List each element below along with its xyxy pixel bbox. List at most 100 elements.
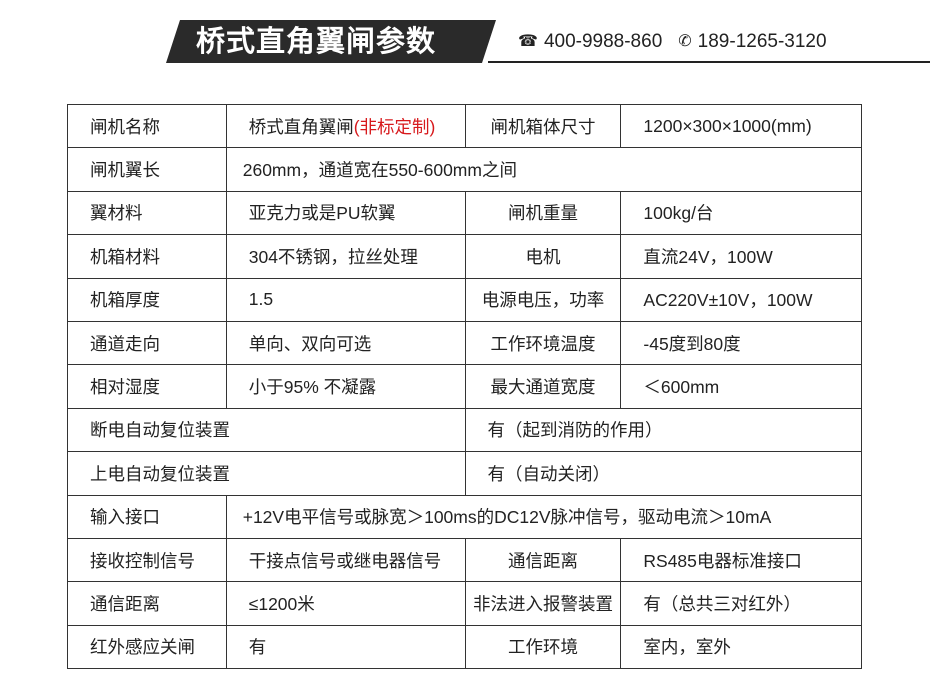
spec-value: ≤1200米 <box>225 581 466 626</box>
spec-label: 工作环境 <box>464 624 622 670</box>
spec-label: 输入接口 <box>67 494 227 539</box>
spec-value: 室内，室外 <box>620 624 862 670</box>
phone-hotline: 400-9988-860 <box>543 31 663 52</box>
spec-value-text: 有（起到消防的作用） <box>487 420 663 441</box>
spec-label: 相对湿度 <box>67 364 227 409</box>
spec-row: 通信距离 ≤1200米 非法进入报警装置 有（总共三对红外） <box>67 581 862 626</box>
spec-value: 有（自动关闭） <box>464 451 863 496</box>
spec-value: 亚克力或是PU软翼 <box>225 190 466 236</box>
spec-value-text: 有 <box>248 637 267 658</box>
contact-info: ☎ 400-9988-860 ✆ 189-1265-3120 <box>518 30 827 54</box>
spec-label-text: 接收控制信号 <box>90 550 195 571</box>
spec-row: 机箱厚度 1.5 电源电压，功率 AC220V±10V，100W <box>67 277 862 322</box>
spec-label-text: 电源电压，功率 <box>481 290 605 311</box>
spec-value: RS485电器标准接口 <box>620 537 862 583</box>
spec-label-text: 闸机重量 <box>507 203 578 224</box>
spec-value-text: 有（总共三对红外） <box>643 593 801 614</box>
spec-label: 通信距离 <box>67 581 227 626</box>
phone-mobile: 189-1265-3120 <box>697 31 827 52</box>
spec-row: 红外感应关闸 有 工作环境 室内，室外 <box>67 624 862 670</box>
custom-note: (非标定制) <box>353 116 436 137</box>
spec-value-text: +12V电平信号或脉宽＞100ms的DC12V脉冲信号，驱动电流＞10mA <box>242 507 772 528</box>
spec-value: 有（总共三对红外） <box>620 581 862 626</box>
spec-value-text: 桥式直角翼闸 <box>248 116 354 137</box>
spec-value: 304不锈钢，拉丝处理 <box>225 234 466 279</box>
spec-value: ＜600mm <box>620 364 862 409</box>
spec-value: 小于95% 不凝露 <box>225 364 466 409</box>
spec-value-text: ≤1200米 <box>248 593 315 614</box>
spec-value-text: 304不锈钢，拉丝处理 <box>248 246 418 267</box>
spec-label-text: 闸机箱体尺寸 <box>490 116 596 137</box>
spec-label-text: 断电自动复位装置 <box>90 420 230 441</box>
spec-value: +12V电平信号或脉宽＞100ms的DC12V脉冲信号，驱动电流＞10mA <box>225 494 863 539</box>
spec-table: 闸机名称 桥式直角翼闸(非标定制) 闸机箱体尺寸 1200×300×1000(mm) 闸… <box>67 103 863 670</box>
spec-label: 闸机名称 <box>67 103 227 149</box>
spec-label: 电源电压，功率 <box>464 277 622 322</box>
spec-value-text: 直流24V，100W <box>643 246 773 267</box>
spec-label-text: 机箱材料 <box>90 246 160 267</box>
telephone-icon: ☎ <box>518 33 538 50</box>
spec-value-text: -45度到80度 <box>643 333 741 354</box>
spec-label-text: 红外感应关闸 <box>90 637 195 658</box>
spec-label-text: 翼材料 <box>90 203 143 224</box>
spec-label: 接收控制信号 <box>67 537 227 583</box>
spec-value-text: 室内，室外 <box>643 637 731 658</box>
spec-value: 100kg/台 <box>620 190 862 236</box>
spec-label-text: 通信距离 <box>507 550 578 571</box>
spec-row: 输入接口 +12V电平信号或脉宽＞100ms的DC12V脉冲信号，驱动电流＞10m… <box>67 494 863 539</box>
spec-value-text: 干接点信号或继电器信号 <box>248 550 442 571</box>
spec-label-text: 上电自动复位装置 <box>90 463 230 484</box>
spec-label-text: 工作环境温度 <box>490 333 596 354</box>
spec-label: 通信距离 <box>464 537 622 583</box>
spec-row: 断电自动复位装置 有（起到消防的作用） <box>67 407 863 453</box>
spec-value-text: 小于95% 不凝露 <box>248 377 377 398</box>
spec-row: 闸机翼长 260mm，通道宽在550-600mm之间 <box>67 147 863 192</box>
spec-value: 1200×300×1000(mm) <box>620 103 862 149</box>
spec-label-text: 通信距离 <box>90 593 160 614</box>
spec-row: 相对湿度 小于95% 不凝露 最大通道宽度 ＜600mm <box>67 364 862 409</box>
spec-value-text: AC220V±10V，100W <box>643 290 813 311</box>
spec-label-text: 最大通道宽度 <box>490 377 596 398</box>
spec-value-text: 1200×300×1000(mm) <box>643 115 812 136</box>
spec-label: 闸机重量 <box>464 190 622 236</box>
spec-row: 上电自动复位装置 有（自动关闭） <box>67 451 863 496</box>
spec-value: 干接点信号或继电器信号 <box>225 537 466 583</box>
spec-label: 电机 <box>464 234 622 279</box>
spec-value: 260mm，通道宽在550-600mm之间 <box>225 147 863 192</box>
spec-label-text: 电机 <box>525 246 561 267</box>
spec-value-text: 有（自动关闭） <box>487 463 611 484</box>
spec-label: 翼材料 <box>67 190 227 236</box>
spec-row: 接收控制信号 干接点信号或继电器信号 通信距离 RS485电器标准接口 <box>67 537 862 583</box>
spec-label-text: 非法进入报警装置 <box>472 593 613 614</box>
spec-value: 直流24V，100W <box>620 234 862 279</box>
spec-label-text: 闸机翼长 <box>90 160 160 181</box>
spec-label: 上电自动复位装置 <box>67 451 466 496</box>
spec-label: 断电自动复位装置 <box>67 407 466 453</box>
spec-label: 机箱厚度 <box>67 277 227 322</box>
spec-row: 通道走向 单向、双向可选 工作环境温度 -45度到80度 <box>67 320 862 366</box>
spec-label: 通道走向 <box>67 320 227 366</box>
spec-value-text: 1.5 <box>248 289 274 310</box>
spec-value: -45度到80度 <box>620 320 862 366</box>
spec-value-text: RS485电器标准接口 <box>643 550 802 571</box>
spec-label: 非法进入报警装置 <box>464 581 622 626</box>
header-divider <box>488 61 930 63</box>
spec-value-text: 100kg/台 <box>643 203 714 224</box>
spec-label-text: 工作环境 <box>507 637 578 658</box>
spec-label-text: 输入接口 <box>90 507 160 528</box>
spec-value: 有 <box>225 624 466 670</box>
page-title: 桥式直角翼闸参数 <box>196 26 437 58</box>
spec-label: 最大通道宽度 <box>464 364 622 409</box>
spec-label-text: 相对湿度 <box>90 377 160 398</box>
24h-phone-icon: ✆ <box>678 33 692 50</box>
spec-label: 闸机翼长 <box>67 147 227 192</box>
spec-label: 机箱材料 <box>67 234 227 279</box>
title-banner <box>166 20 496 63</box>
spec-value-text: ＜600mm <box>643 377 720 398</box>
spec-row: 闸机名称 桥式直角翼闸(非标定制) 闸机箱体尺寸 1200×300×1000(mm) <box>67 103 862 149</box>
spec-value: 有（起到消防的作用） <box>464 407 863 453</box>
spec-label-text: 机箱厚度 <box>90 290 160 311</box>
spec-label: 闸机箱体尺寸 <box>464 103 622 149</box>
spec-value: 单向、双向可选 <box>225 320 466 366</box>
spec-value-text: 单向、双向可选 <box>248 333 372 354</box>
